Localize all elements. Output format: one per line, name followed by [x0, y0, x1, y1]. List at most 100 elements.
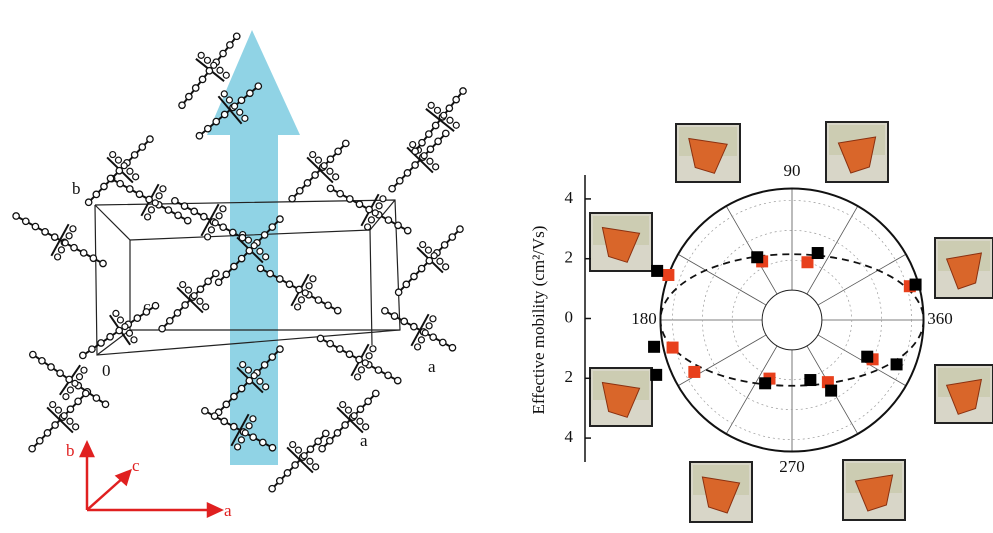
bond: [336, 406, 364, 434]
atom: [241, 429, 249, 437]
atom: [400, 317, 409, 326]
atom: [173, 309, 182, 317]
atom: [246, 89, 254, 98]
grid-circle: [731, 259, 853, 381]
molecule: [28, 389, 90, 453]
atom: [344, 406, 353, 414]
atom: [191, 84, 200, 92]
atom: [146, 135, 154, 144]
atom: [241, 114, 249, 122]
atom: [80, 366, 88, 374]
atom: [81, 389, 90, 398]
atom: [403, 169, 412, 177]
atom: [311, 171, 319, 179]
data-point: [688, 365, 701, 378]
atom: [314, 296, 323, 304]
atom: [226, 41, 234, 49]
atom: [306, 445, 315, 454]
atom: [51, 421, 59, 429]
molecule: [288, 139, 350, 203]
crystal: [601, 226, 641, 263]
fit-curve: [659, 253, 925, 387]
molecule: [388, 129, 450, 193]
atom: [356, 417, 364, 425]
data-point: [909, 278, 922, 291]
theta-tick-label: 270: [779, 457, 805, 476]
atom: [394, 221, 402, 230]
atom: [288, 194, 296, 203]
atom: [210, 412, 219, 420]
molecule: [214, 345, 284, 417]
atom: [320, 162, 328, 170]
atom: [356, 405, 365, 414]
data-point: [650, 368, 663, 381]
atom: [254, 82, 263, 91]
atom: [88, 345, 96, 354]
atom: [174, 211, 182, 220]
cell-label: a: [428, 357, 436, 376]
atom: [195, 131, 204, 140]
bond: [410, 313, 430, 347]
y-tick-label: 0: [565, 307, 574, 326]
molecule: [381, 306, 457, 352]
atom: [237, 384, 246, 393]
atom: [72, 423, 80, 431]
atom: [390, 312, 399, 320]
atom: [233, 443, 242, 451]
atom: [452, 121, 460, 129]
atom: [99, 259, 107, 268]
bond: [306, 156, 334, 184]
atom: [411, 147, 419, 156]
atom: [256, 377, 264, 385]
atom: [49, 400, 57, 409]
atom: [419, 240, 427, 249]
bond: [176, 286, 204, 314]
axis-label: c: [132, 456, 140, 475]
atom: [66, 386, 75, 394]
atom: [120, 162, 128, 170]
atom: [244, 236, 253, 244]
atom: [133, 314, 142, 322]
atom: [418, 138, 426, 147]
molecule: [411, 87, 467, 156]
atom: [41, 227, 49, 236]
atom: [145, 195, 153, 204]
y-tick-label: 2: [565, 367, 574, 386]
atom: [155, 192, 163, 200]
y-axis-label: Effective mobility (cm²/Vs): [529, 226, 548, 415]
atom: [184, 286, 193, 294]
atom: [47, 363, 55, 371]
data-point: [651, 264, 664, 277]
spoke: [677, 253, 767, 306]
atom: [79, 249, 88, 257]
atom: [202, 303, 210, 311]
atom: [361, 359, 369, 367]
atom: [147, 206, 156, 214]
atom: [429, 315, 437, 323]
atom: [219, 205, 227, 213]
atom: [300, 452, 308, 460]
atom: [448, 343, 457, 352]
atom: [203, 124, 212, 133]
atom: [432, 163, 440, 171]
atom: [371, 209, 379, 217]
y-tick-label: 4: [565, 427, 574, 446]
atom: [225, 96, 234, 104]
molecule: [318, 389, 380, 453]
spoke: [677, 334, 767, 387]
atom: [142, 308, 151, 316]
atom: [151, 199, 159, 207]
atom: [204, 277, 212, 286]
atom: [57, 246, 66, 254]
y-tick-label: 4: [565, 188, 574, 207]
atom: [222, 270, 231, 279]
atom: [245, 246, 254, 255]
atom: [29, 350, 37, 359]
grid-circle: [761, 289, 823, 351]
atom: [384, 371, 392, 380]
atom: [410, 272, 418, 281]
atom: [109, 150, 117, 159]
atom: [212, 117, 221, 126]
atom: [232, 32, 241, 41]
atom: [334, 147, 342, 156]
